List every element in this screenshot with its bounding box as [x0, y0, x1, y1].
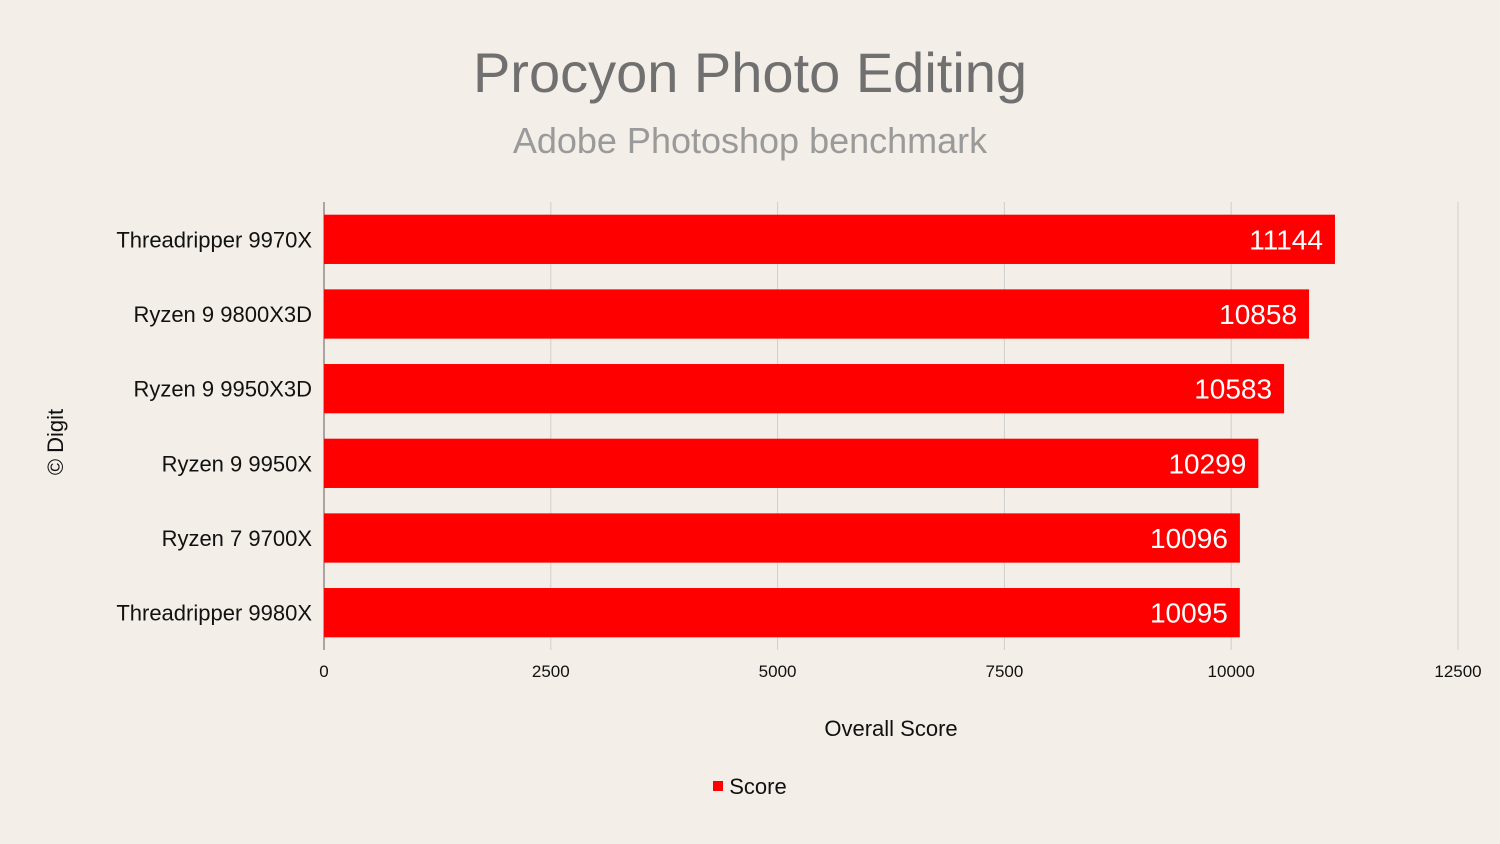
bar [324, 438, 1259, 488]
category-label: Ryzen 9 9950X [162, 451, 313, 476]
x-axis-label: Overall Score [824, 716, 958, 741]
bar-value-label: 10095 [1150, 598, 1228, 629]
x-tick-labels: 0 2500 5000 7500 10000 12500 [319, 662, 1481, 681]
category-label: Ryzen 7 9700X [162, 526, 313, 551]
legend: Score [0, 774, 1500, 800]
legend-label: Score [729, 774, 787, 799]
x-tick-label: 12500 [1434, 662, 1481, 681]
category-label: Threadripper 9980X [116, 601, 312, 626]
bars: 11144 10858 10583 10299 10096 10095 [324, 214, 1335, 638]
category-label: Ryzen 9 9800X3D [133, 302, 312, 327]
chart-subtitle: Adobe Photoshop benchmark [512, 120, 988, 161]
bar [324, 289, 1310, 339]
category-labels: Threadripper 9970X Ryzen 9 9800X3D Ryzen 9… [116, 227, 312, 625]
bar-value-label: 11144 [1249, 224, 1323, 255]
x-tick-label: 2500 [532, 662, 570, 681]
x-tick-label: 10000 [1208, 662, 1255, 681]
legend-swatch [713, 781, 724, 792]
bar [324, 364, 1285, 414]
category-label: Ryzen 9 9950X3D [133, 377, 312, 402]
bar [324, 513, 1240, 563]
category-label: Threadripper 9970X [116, 227, 312, 252]
x-tick-label: 5000 [759, 662, 797, 681]
bar-value-label: 10096 [1150, 523, 1228, 554]
bar-value-label: 10583 [1194, 374, 1272, 405]
chart-title: Procyon Photo Editing [472, 41, 1028, 104]
bar [324, 588, 1240, 638]
bar [324, 214, 1335, 264]
x-tick-label: 7500 [985, 662, 1023, 681]
bar-value-label: 10299 [1168, 448, 1246, 479]
grid-lines [323, 202, 1459, 650]
bar-value-label: 10858 [1219, 299, 1297, 330]
x-tick-label: 0 [319, 662, 328, 681]
